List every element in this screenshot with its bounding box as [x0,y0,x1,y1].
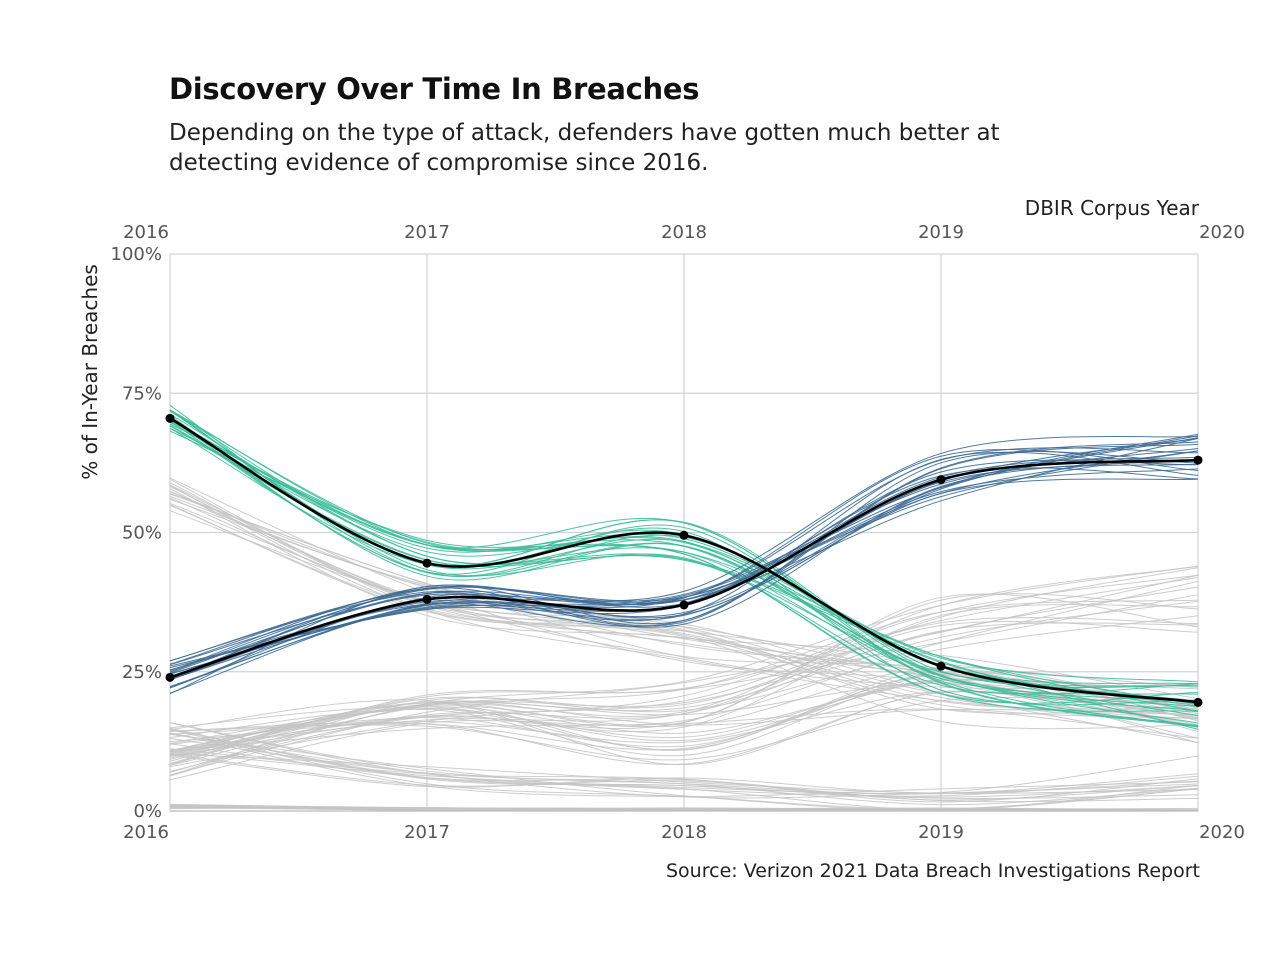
x-tick-label-bottom: 2016 [123,822,169,843]
grey-simulation-line [169,504,1199,730]
grey-simulation-line [169,493,1199,689]
x-tick-label-bottom: 2019 [918,822,964,843]
grey-simulation-line [169,510,1199,726]
grey-simulation-line [169,567,1199,751]
grey-simulation-line [169,691,1199,766]
chart-caption: Source: Verizon 2021 Data Breach Investi… [666,860,1200,882]
y-tick-label: 0% [133,801,162,822]
grey-simulation-line [169,754,1199,794]
grid-lines [169,253,1199,811]
grey-simulation-line [169,491,1199,744]
grey-simulation-line [169,621,1199,776]
x-tick-label-top: 2017 [404,222,450,243]
grey-simulation-line [169,477,1199,739]
median-series [165,413,1203,707]
x-tick-label-bottom: 2020 [1199,822,1245,843]
teal-simulation-line [169,415,1199,728]
grey-simulation-line [169,727,1199,798]
median-point [936,661,946,671]
grey-simulation-line [169,574,1199,776]
x-axis-title: DBIR Corpus Year [1025,196,1200,220]
x-tick-label-top: 2016 [123,222,169,243]
blue-simulation-line [169,478,1199,662]
x-tick-label-top: 2020 [1199,222,1245,243]
grey-simulation-line [169,753,1199,801]
grey-simulation-line [169,733,1199,811]
grey-simulation-line [169,708,1199,753]
axes: 0%25%50%75%100%2016201620172017201820182… [78,196,1245,843]
median-point [679,600,689,610]
x-tick-label-top: 2019 [918,222,964,243]
x-tick-label-bottom: 2018 [661,822,707,843]
grey-simulation-line [169,580,1199,781]
teal-simulation-line [169,430,1199,712]
y-tick-label: 50% [122,523,162,544]
median-point [165,672,175,682]
median-point [422,594,432,604]
grey-simulation-line [169,806,1199,812]
median-point [936,475,946,485]
grey-simulation-line [169,565,1199,757]
x-tick-label-bottom: 2017 [404,822,450,843]
y-tick-label: 75% [122,383,162,404]
grey-simulation-line [169,600,1199,760]
teal-simulation-line [169,424,1199,706]
grey-simulation-line [169,586,1199,777]
blue-simulation-line [169,450,1199,662]
grey-simulation-line [169,732,1199,797]
median-point [422,558,432,568]
grey-simulation-line [169,722,1199,795]
y-tick-label: 100% [111,244,162,265]
y-tick-label: 25% [122,662,162,683]
median-point [1193,455,1203,465]
teal-simulation-line [169,409,1199,702]
chart-title: Discovery Over Time In Breaches [169,72,700,106]
y-axis-title: % of In-Year Breaches [78,264,102,480]
grey-simulation-line [169,672,1199,757]
grey-simulation-line [169,753,1199,794]
chart-subtitle: Depending on the type of attack, defende… [169,120,1000,176]
grey-simulation-line [169,615,1199,764]
blue-simulation-line [169,459,1199,678]
x-tick-label-top: 2018 [661,222,707,243]
median-point [1193,697,1203,707]
grey-simulation-line [169,485,1199,690]
blue-simulation-line [169,435,1199,679]
median-point [679,530,689,540]
median-point [165,413,175,423]
grey-simulation-line [169,732,1199,803]
blue-simulation-line [169,467,1199,665]
